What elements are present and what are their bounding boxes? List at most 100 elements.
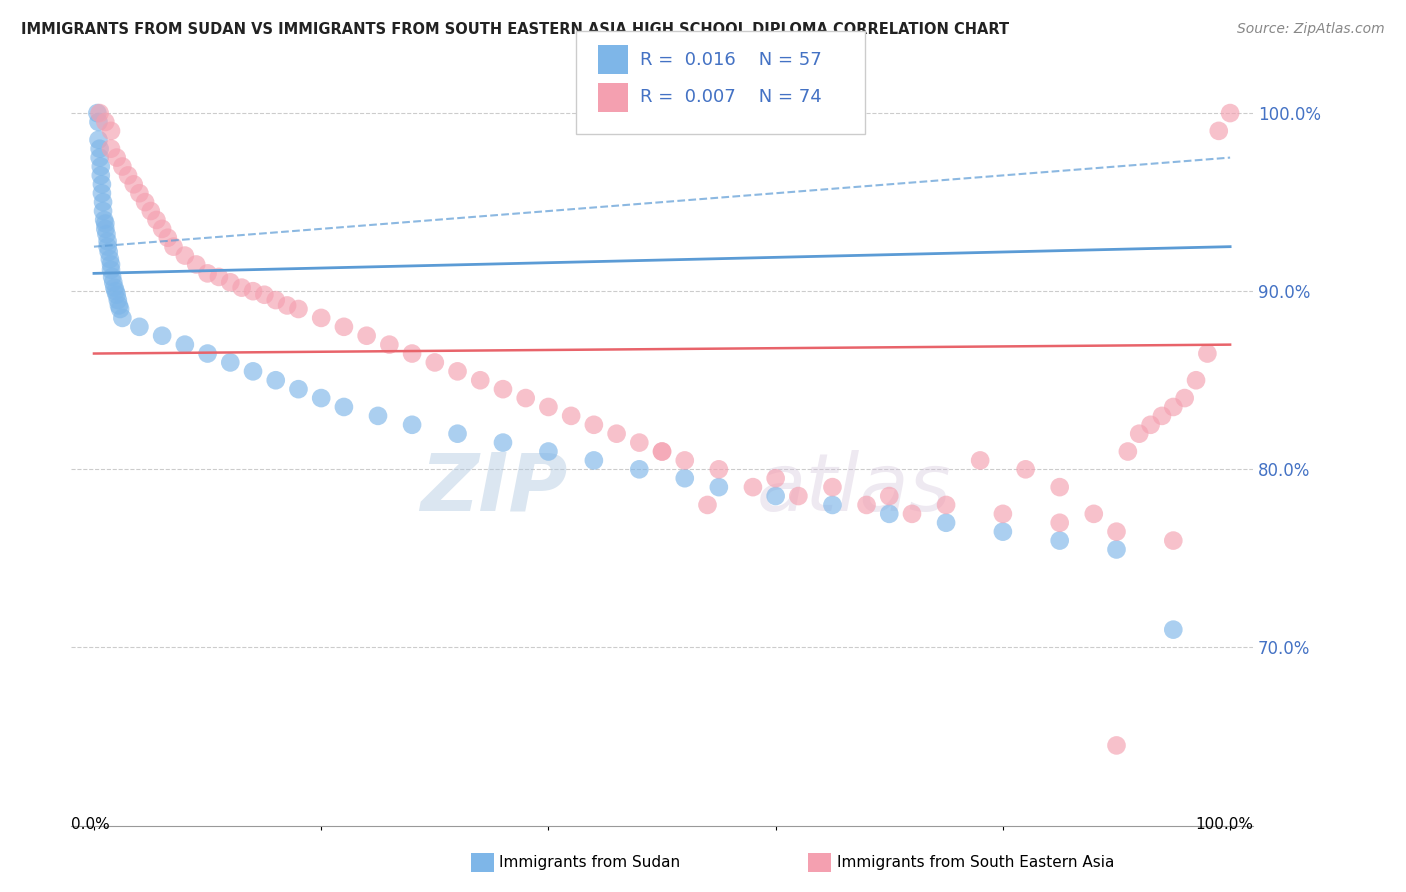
Point [97,235,120,249]
Point [150,222,173,236]
Point [108,301,131,316]
Text: 100.0%: 100.0% [1195,817,1253,831]
Point [1174,391,1197,405]
Point [197,266,219,280]
Point [1128,426,1150,441]
Point [103,280,125,294]
Point [91,204,114,219]
Point [87,133,110,147]
Point [651,444,673,458]
Point [1116,444,1139,458]
Text: Source: ZipAtlas.com: Source: ZipAtlas.com [1237,22,1385,37]
Point [105,151,128,165]
Point [94,222,117,236]
Point [696,498,718,512]
Point [582,417,605,432]
Text: R =  0.007    N = 74: R = 0.007 N = 74 [640,88,821,106]
Point [100,262,122,277]
Text: IMMIGRANTS FROM SUDAN VS IMMIGRANTS FROM SOUTH EASTERN ASIA HIGH SCHOOL DIPLOMA : IMMIGRANTS FROM SUDAN VS IMMIGRANTS FROM… [21,22,1010,37]
Point [150,328,173,343]
Point [515,391,537,405]
Point [93,213,115,227]
Point [134,195,156,210]
Point [628,435,651,450]
Text: R =  0.016    N = 57: R = 0.016 N = 57 [640,51,821,69]
Point [96,227,118,242]
Point [935,498,957,512]
Text: atlas: atlas [756,450,952,528]
Point [446,364,468,378]
Point [765,471,787,485]
Text: ZIP: ZIP [420,450,568,528]
Point [242,284,264,298]
Point [101,269,124,284]
Point [287,301,309,316]
Point [103,275,125,289]
Point [787,489,810,503]
Point [104,284,127,298]
Point [86,106,108,120]
Point [309,310,332,325]
Point [89,151,111,165]
Point [821,498,844,512]
Point [100,124,122,138]
Point [628,462,651,476]
Point [111,310,134,325]
Point [276,298,298,312]
Point [492,435,515,450]
Point [877,489,900,503]
Point [100,142,122,156]
Point [1185,373,1208,387]
Point [765,489,787,503]
Point [97,245,120,260]
Point [90,169,112,183]
Point [1163,400,1185,414]
Point [309,391,332,405]
Point [742,480,765,494]
Point [1105,739,1128,753]
Point [98,252,121,267]
Point [560,409,582,423]
Point [606,426,628,441]
Point [423,355,446,369]
Point [1208,124,1230,138]
Point [145,213,167,227]
Point [1139,417,1161,432]
Point [128,186,150,201]
Point [105,287,128,301]
Point [89,106,111,120]
Point [1049,516,1071,530]
Point [1083,507,1105,521]
Point [197,346,219,360]
Point [333,400,356,414]
Point [651,444,673,458]
Point [89,142,111,156]
Point [821,480,844,494]
Point [991,507,1014,521]
Point [94,217,117,231]
Point [446,426,468,441]
Point [90,160,112,174]
Point [242,364,264,378]
Point [673,471,696,485]
Point [378,337,401,351]
Text: Immigrants from South Eastern Asia: Immigrants from South Eastern Asia [837,855,1114,870]
Point [877,507,900,521]
Point [1014,462,1036,476]
Point [219,355,242,369]
Point [707,480,730,494]
Point [162,240,184,254]
Point [1105,524,1128,539]
Point [582,453,605,467]
Point [90,186,112,201]
Point [1150,409,1173,423]
Point [117,169,139,183]
Point [935,516,957,530]
Point [208,269,231,284]
Point [122,178,145,192]
Point [287,382,309,396]
Point [173,337,195,351]
Point [97,240,120,254]
Point [1163,623,1185,637]
Point [111,160,134,174]
